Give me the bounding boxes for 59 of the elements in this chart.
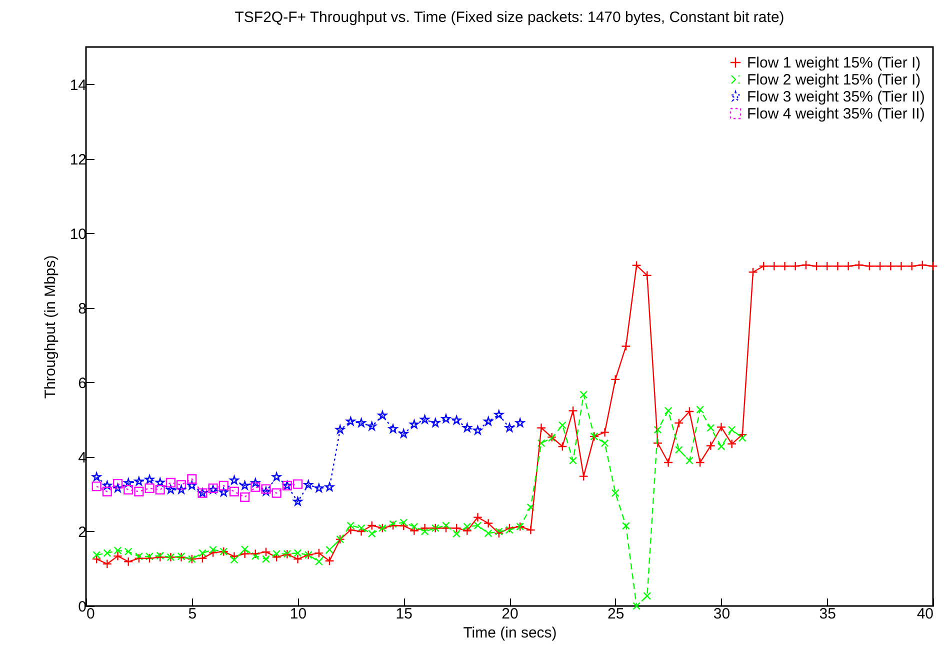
x-tick-label: 30 [713,606,730,622]
point [92,482,102,492]
point [473,426,482,434]
point [441,414,451,423]
x-tick-label: 25 [608,606,624,622]
y-tick-label: 12 [70,151,86,168]
x-tick-label: 10 [290,606,307,622]
x-tick-label: 35 [819,606,836,622]
chart-title: TSF2Q-F+ Throughput vs. Time (Fixed size packets: 1470 bytes, Constant bit rate) [234,9,784,26]
point [144,483,154,494]
point [452,416,462,424]
point [124,484,134,495]
point [420,414,430,424]
point [187,474,197,484]
point [240,480,250,490]
point [155,484,165,495]
x-axis-title: Time (in secs) [463,624,557,642]
y-tick-label: 6 [78,374,86,392]
y-tick-label: 14 [70,76,86,94]
point [176,480,186,490]
legend-label: Flow 2 weight 15% (Tier I) [747,72,921,88]
point [504,423,514,432]
point [102,486,112,496]
point [113,483,122,492]
point [176,484,186,494]
point [410,420,419,428]
point [378,410,388,420]
x-tick-label: 40 [916,606,934,622]
point [102,480,112,490]
y-tick-label: 2 [78,524,86,541]
point [229,486,240,496]
point [292,479,303,489]
y-axis-title: Throughput (in Mbps) [42,255,59,399]
point [272,488,282,498]
point [261,484,271,494]
point [324,482,334,492]
legend-label: Flow 1 weight 15% (Tier I) [747,54,921,72]
point [261,486,271,496]
point [218,480,228,490]
y-tick-label: 4 [78,449,86,466]
point [134,476,144,486]
legend-label: Flow 4 weight 35% (Tier II) [747,106,925,122]
x-tick-label: 15 [396,606,412,622]
point [250,482,260,492]
x-tick-label: 5 [188,606,197,622]
y-tick-label: 8 [78,300,86,318]
point [356,418,366,428]
point [293,496,302,506]
point [112,478,123,489]
x-tick-label: 20 [502,606,518,622]
point [134,486,144,496]
point [240,492,250,502]
legend-label: Flow 3 weight 35% (Tier II) [747,88,925,106]
point [346,416,356,426]
point [388,424,398,433]
point [166,478,176,488]
point [166,484,176,494]
point [144,474,154,484]
y-tick-label: 10 [70,226,86,243]
